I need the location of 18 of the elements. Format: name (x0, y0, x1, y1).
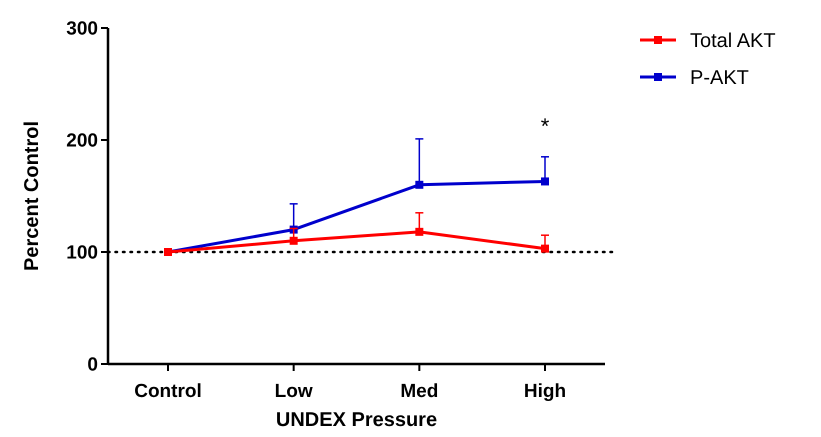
x-tick-label: Control (134, 381, 202, 402)
legend-label: P-AKT (690, 67, 749, 89)
point (541, 244, 549, 253)
x-tick-label: Low (274, 381, 313, 402)
y-tick-label: 200 (66, 130, 98, 152)
legend-label: Total AKT (690, 30, 776, 52)
y-tick-label: 300 (66, 18, 98, 40)
point (290, 236, 298, 245)
point (541, 177, 549, 186)
annotation: * (540, 113, 550, 138)
x-tick-label: High (524, 381, 566, 402)
x-tick-label: Med (400, 381, 438, 402)
point (415, 228, 424, 236)
y-axis-title: Percent Control (21, 120, 43, 272)
point (415, 180, 424, 189)
x-axis-title: UNDEX Pressure (276, 409, 438, 431)
y-tick-label: 0 (87, 354, 98, 376)
y-tick-label: 100 (66, 242, 98, 264)
